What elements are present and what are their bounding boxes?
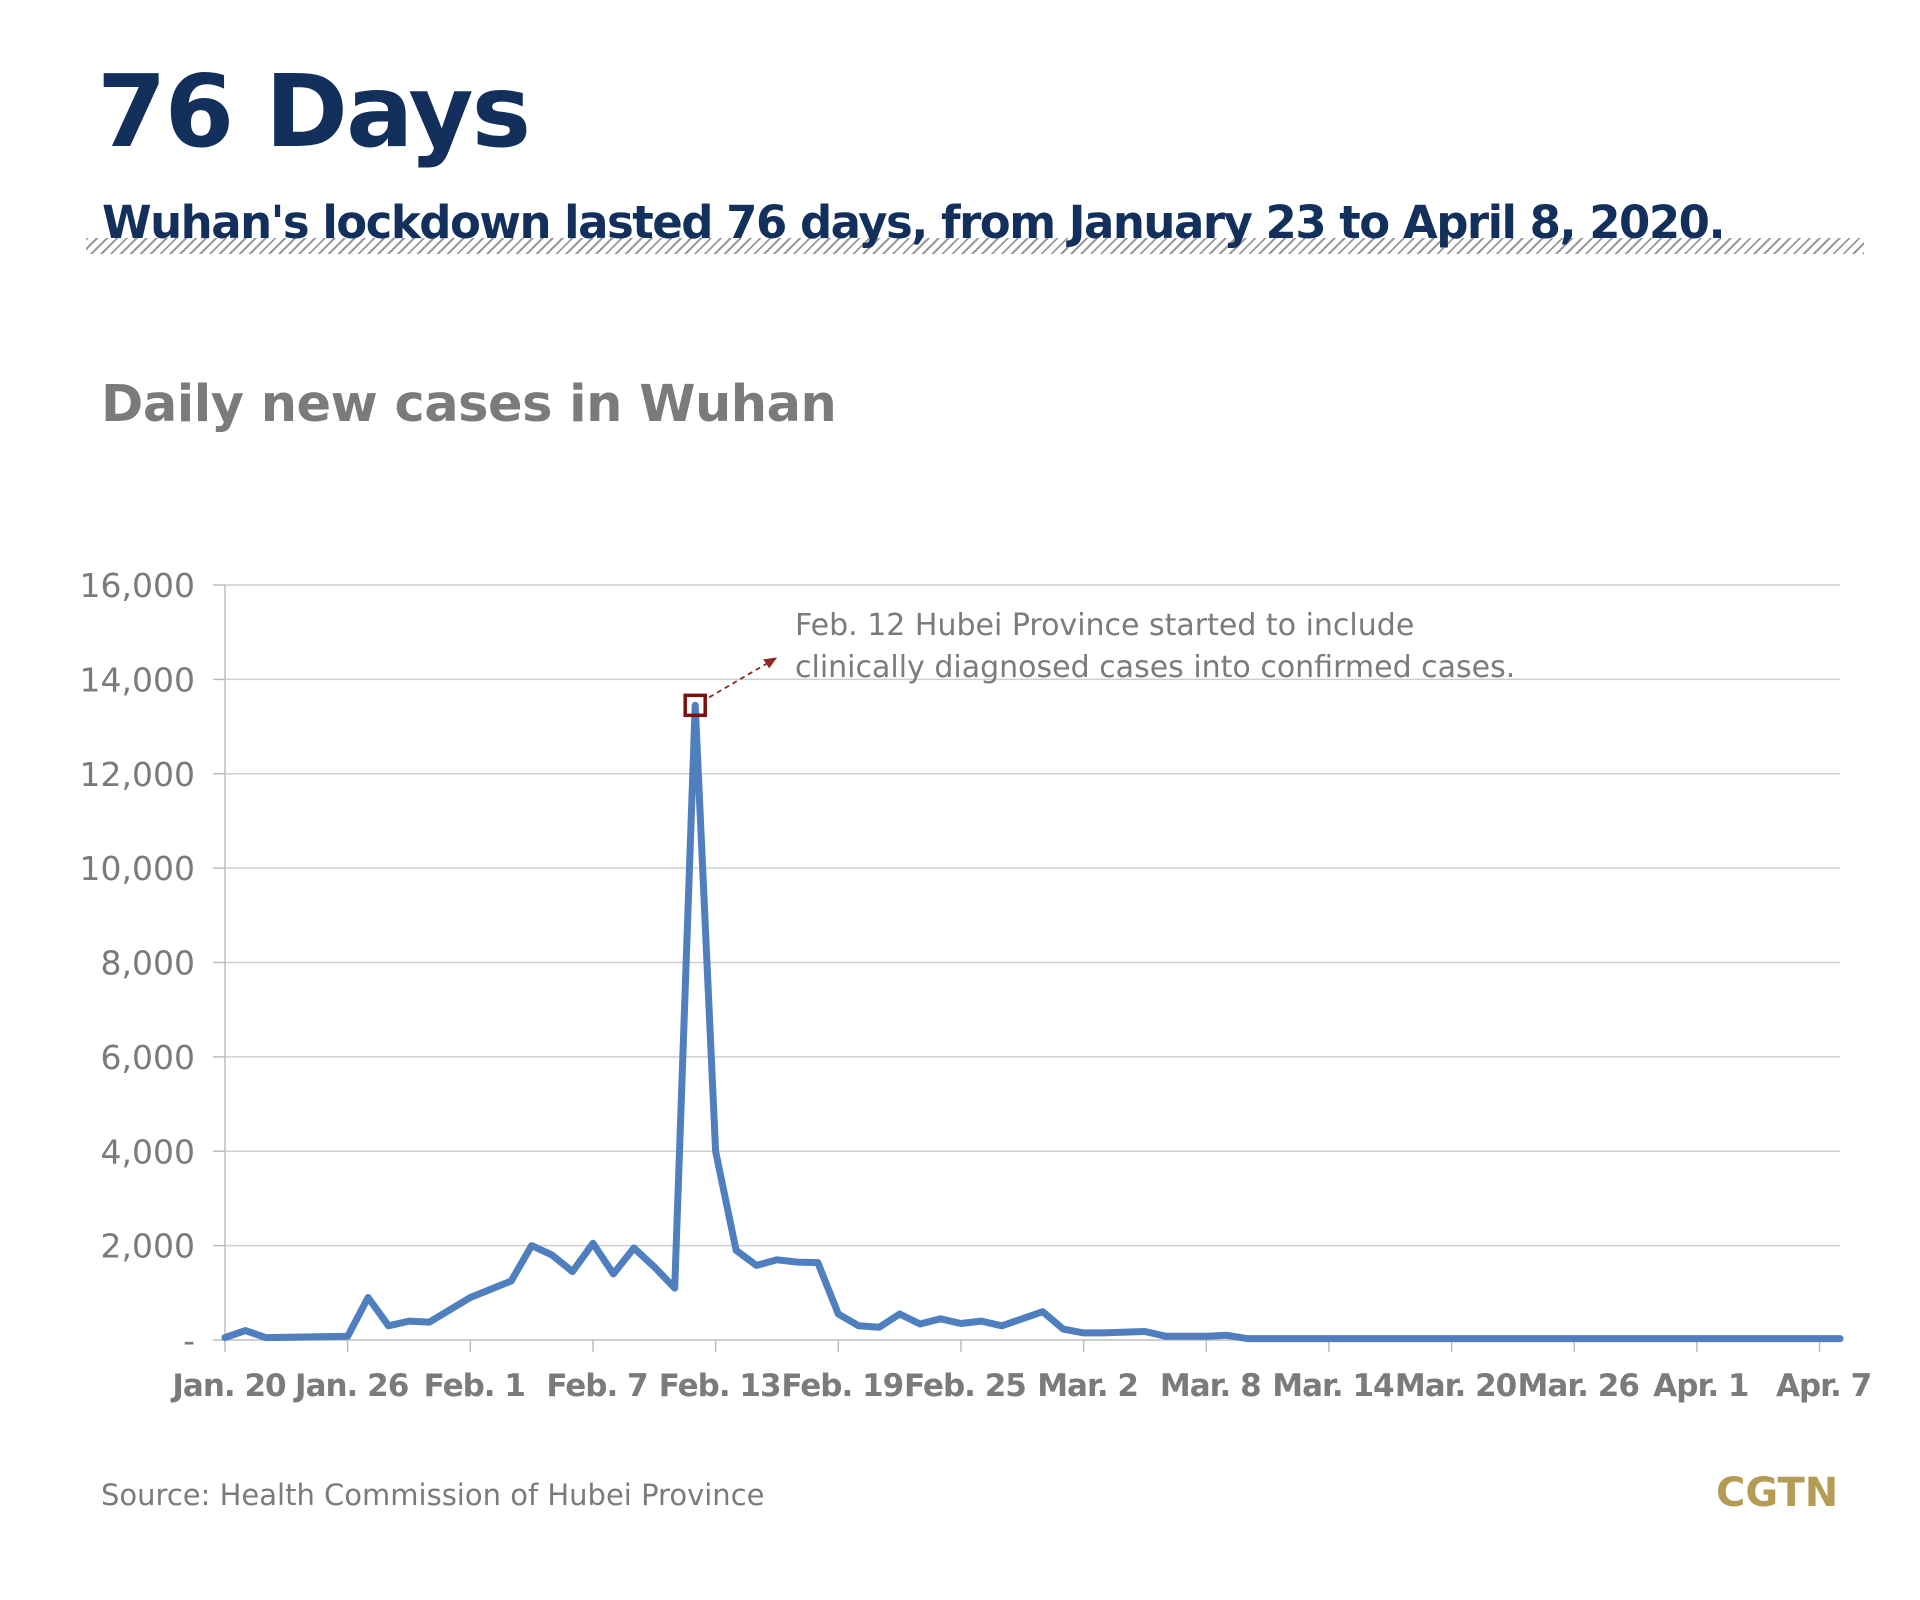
x-tick-label: Mar. 8 bbox=[1160, 1368, 1261, 1404]
x-tick-label: Feb. 13 bbox=[659, 1368, 781, 1404]
x-tick-label: Apr. 1 bbox=[1653, 1368, 1748, 1404]
annotation-text-line: Feb. 12 Hubei Province started to includ… bbox=[795, 608, 1414, 643]
chart-title: Daily new cases in Wuhan bbox=[101, 375, 837, 434]
series-line bbox=[221, 701, 1844, 1343]
x-tick-label: Feb. 7 bbox=[546, 1368, 647, 1404]
x-tick-label: Feb. 19 bbox=[781, 1368, 903, 1404]
x-tick-label: Mar. 26 bbox=[1518, 1368, 1639, 1404]
y-tick-label: 6,000 bbox=[101, 1038, 195, 1077]
annotation-connector bbox=[708, 662, 768, 699]
subtitle-banner: Wuhan's lockdown lasted 76 days, from Ja… bbox=[86, 198, 1864, 256]
x-tick-label: Jan. 26 bbox=[293, 1368, 408, 1404]
y-tick-label: 12,000 bbox=[80, 755, 195, 794]
y-tick-label: 10,000 bbox=[80, 849, 195, 888]
y-tick-label: - bbox=[183, 1321, 195, 1360]
y-tick-label: 8,000 bbox=[101, 944, 195, 983]
series bbox=[221, 701, 1844, 1343]
y-tick-label: 4,000 bbox=[101, 1132, 195, 1171]
annotation: Feb. 12 Hubei Province started to includ… bbox=[683, 608, 1515, 718]
annotation-arrowhead bbox=[763, 657, 778, 669]
axes bbox=[213, 584, 1840, 1352]
y-tick-label: 2,000 bbox=[101, 1227, 195, 1266]
y-tick-label: 16,000 bbox=[80, 566, 195, 605]
annotation-marker bbox=[683, 693, 707, 718]
x-tick-label: Feb. 1 bbox=[424, 1368, 525, 1404]
page-title: 76 Days bbox=[97, 53, 531, 170]
x-tick-label: Apr. 7 bbox=[1776, 1368, 1871, 1404]
x-tick-label: Mar. 14 bbox=[1272, 1368, 1394, 1404]
x-tick-label: Mar. 20 bbox=[1395, 1368, 1517, 1404]
annotation-text-line: clinically diagnosed cases into confirme… bbox=[795, 650, 1515, 685]
x-tick-labels: Jan. 20 Jan. 26 Feb. 1 Feb. 7 Feb. 13 Feb. 19… bbox=[170, 1368, 1872, 1404]
cgtn-logo: CGTN bbox=[1716, 1470, 1839, 1516]
y-tick-labels: - 2,000 4,000 6,000 8,000 10,000 12,000 14,000 1… bbox=[80, 566, 195, 1360]
y-tick-label: 14,000 bbox=[80, 660, 195, 699]
subtitle: Wuhan's lockdown lasted 76 days, from Ja… bbox=[102, 196, 1726, 249]
grid-lines bbox=[225, 584, 1840, 1247]
x-tick-label: Mar. 2 bbox=[1037, 1368, 1138, 1404]
source-note: Source: Health Commission of Hubei Provi… bbox=[101, 1478, 765, 1512]
x-tick-label: Jan. 20 bbox=[170, 1368, 286, 1404]
x-tick-label: Feb. 25 bbox=[904, 1368, 1026, 1404]
hatch-underline bbox=[86, 238, 1864, 254]
